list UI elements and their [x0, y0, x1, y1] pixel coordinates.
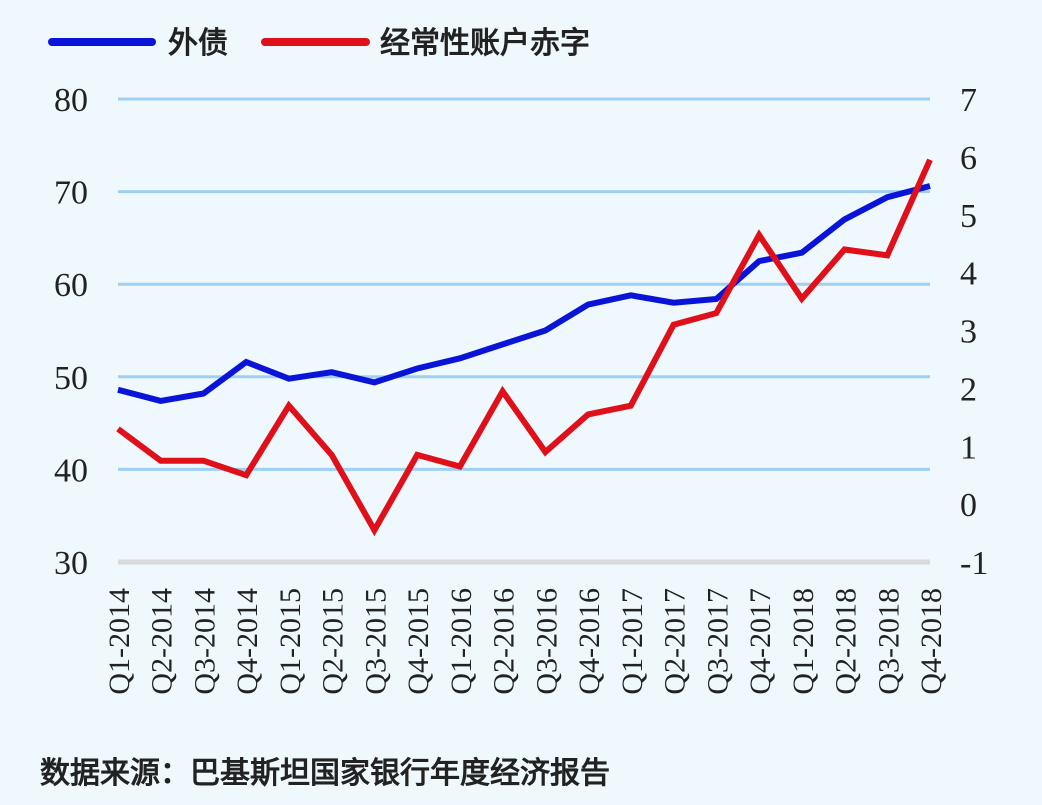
y-left-tick-label: 50	[54, 360, 88, 397]
x-tick-label: Q4-2014	[231, 588, 264, 695]
y-right-tick-label: 7	[960, 82, 977, 119]
y-left-tick-label: 30	[54, 545, 88, 582]
gridlines	[118, 97, 930, 565]
x-tick-label: Q4-2017	[744, 588, 777, 695]
series-line-external-debt	[117, 183, 931, 404]
x-tick-label: Q4-2015	[402, 588, 435, 695]
legend: 外债 经常性账户赤字	[48, 26, 590, 61]
y-left-tick-label: 70	[54, 175, 88, 212]
y-right-tick-label: 5	[960, 198, 977, 235]
x-tick-label: Q3-2016	[530, 588, 563, 695]
y-left-tick-label: 40	[54, 452, 88, 489]
x-tick-label: Q2-2014	[146, 588, 179, 695]
x-tick-label: Q4-2016	[573, 588, 606, 695]
x-tick-label: Q1-2015	[274, 588, 307, 695]
source-note: 数据来源：巴基斯坦国家银行年度经济报告	[40, 756, 610, 791]
y-left-tick-label: 80	[54, 82, 88, 119]
x-tick-label: Q1-2014	[103, 588, 136, 695]
y-left-tick-label: 60	[54, 267, 88, 304]
y-right-tick-label: 0	[960, 487, 977, 524]
x-tick-label: Q2-2015	[317, 588, 350, 695]
y-right-tick-label: 1	[960, 429, 977, 466]
x-tick-label: Q1-2018	[787, 588, 820, 695]
x-tick-label: Q2-2016	[488, 588, 521, 695]
axes: 30 40 50 60 70 80 -1 0 1 2 3 4 5 6 7 Q1-2014 Q2-2014 Q3-2…	[54, 82, 988, 695]
y-right-tick-label: 3	[960, 314, 977, 351]
y-right-tick-label: 2	[960, 371, 977, 408]
series-line-current-account-deficit	[116, 158, 933, 537]
x-tick-label: Q2-2017	[659, 588, 692, 695]
y-right-tick-label: -1	[960, 545, 988, 582]
x-tick-label: Q3-2017	[701, 588, 734, 695]
x-tick-label: Q3-2018	[872, 588, 905, 695]
series-lines	[116, 158, 933, 537]
y-right-tick-label: 6	[960, 140, 977, 177]
x-tick-label: Q3-2015	[359, 588, 392, 695]
y-right-tick-label: 4	[960, 256, 977, 293]
x-tick-label: Q4-2018	[915, 588, 948, 695]
x-tick-label: Q1-2017	[616, 588, 649, 695]
legend-label: 经常性账户赤字	[380, 26, 590, 61]
x-tick-label: Q2-2018	[830, 588, 863, 695]
x-tick-label: Q1-2016	[445, 588, 478, 695]
legend-label: 外债	[168, 26, 228, 61]
x-tick-label: Q3-2014	[188, 588, 221, 695]
